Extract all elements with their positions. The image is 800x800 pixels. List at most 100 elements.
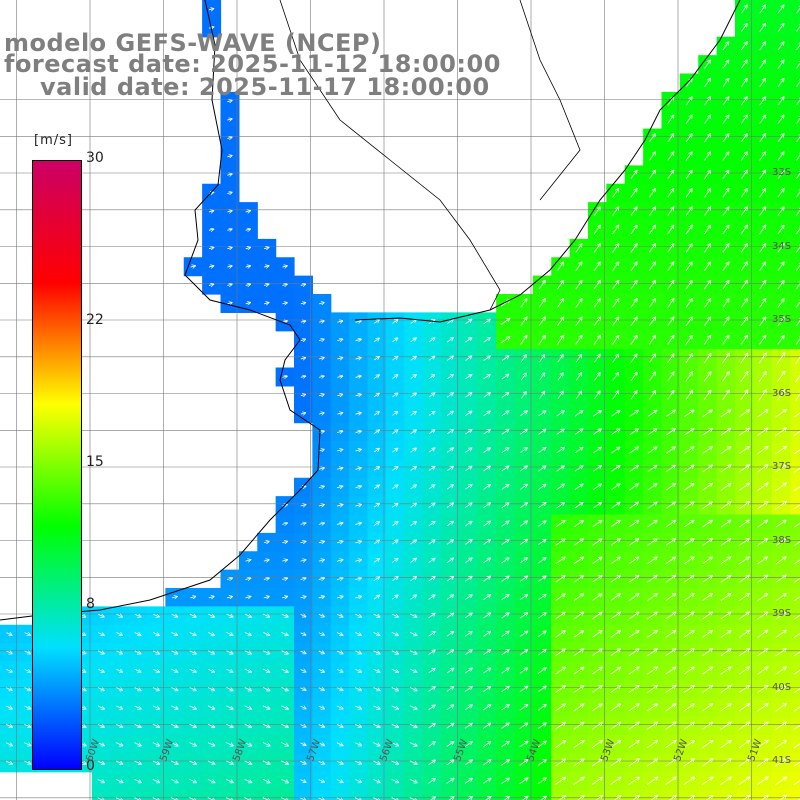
wind-arrow — [300, 523, 306, 524]
wind-speed-cell — [753, 771, 773, 791]
wind-arrow — [355, 339, 362, 341]
wind-arrow — [318, 303, 324, 304]
wind-speed-cell — [735, 147, 754, 166]
wind-speed-cell — [679, 698, 699, 718]
wind-arrow — [667, 152, 674, 161]
wind-speed-cell — [441, 477, 460, 497]
wind-arrow — [704, 262, 710, 271]
wind-speed-cell — [459, 551, 479, 571]
wind-speed-cell — [679, 441, 699, 460]
wind-arrow — [777, 60, 784, 69]
wind-arrow — [796, 152, 800, 161]
wind-speed-cell — [735, 661, 754, 681]
wind-arrow — [722, 170, 729, 179]
wind-speed-cell — [661, 128, 681, 148]
wind-speed-cell — [441, 496, 460, 516]
wind-speed-cell — [661, 147, 681, 166]
wind-arrow — [373, 338, 379, 343]
wind-arrow — [795, 262, 800, 271]
wind-arrow — [227, 266, 232, 267]
wind-speed-cell — [624, 165, 644, 185]
wind-arrow — [245, 247, 251, 248]
wind-arrow — [738, 428, 749, 436]
wind-arrow — [428, 540, 435, 545]
wind-arrow — [722, 207, 729, 216]
wind-speed-cell — [459, 588, 479, 607]
wind-speed-cell — [588, 294, 607, 313]
wind-arrow — [722, 152, 729, 161]
wind-speed-cell — [496, 588, 516, 607]
wind-arrow — [465, 503, 472, 508]
wind-arrow — [116, 633, 122, 636]
wind-arrow — [704, 299, 710, 308]
wind-arrow — [630, 354, 637, 363]
wind-arrow — [775, 520, 786, 528]
wind-arrow — [355, 431, 362, 433]
wind-speed-cell — [441, 367, 460, 387]
wind-speed-cell — [496, 643, 516, 663]
wind-speed-cell — [569, 441, 589, 460]
wind-speed-cell — [551, 459, 571, 479]
wind-speed-cell — [661, 110, 681, 130]
wind-speed-cell — [771, 477, 791, 497]
wind-arrow — [501, 429, 509, 435]
wind-speed-cell — [771, 643, 791, 663]
wind-arrow — [738, 502, 749, 510]
wind-speed-cell — [698, 349, 718, 369]
wind-arrow — [190, 596, 195, 597]
wind-arrow — [227, 192, 232, 193]
wind-speed-cell — [716, 275, 736, 295]
wind-speed-cell — [606, 385, 626, 405]
wind-speed-cell — [569, 477, 589, 497]
wind-arrow — [720, 520, 731, 528]
wind-arrow — [593, 244, 600, 253]
wind-arrow — [574, 521, 583, 528]
wind-speed-cell — [367, 404, 387, 424]
wind-arrow — [446, 319, 453, 324]
wind-speed-cell — [385, 477, 405, 497]
wind-speed-cell — [643, 312, 663, 332]
wind-speed-cell — [790, 312, 800, 332]
wind-arrow — [593, 225, 600, 235]
wind-arrow — [629, 447, 639, 454]
wind-arrow — [557, 280, 563, 290]
wind-speed-cell — [716, 330, 736, 350]
wind-arrow — [722, 134, 729, 143]
wind-arrow — [759, 317, 765, 327]
wind-arrow — [649, 152, 655, 161]
wind-arrow — [336, 578, 343, 580]
wind-arrow — [777, 152, 784, 161]
wind-arrow — [464, 595, 472, 600]
wind-speed-cell — [679, 238, 699, 258]
wind-arrow — [777, 299, 784, 308]
wind-speed-cell — [606, 606, 626, 626]
wind-speed-cell — [716, 532, 736, 552]
wind-arrow — [702, 594, 713, 601]
wind-arrow — [300, 505, 306, 506]
wind-speed-cell — [606, 238, 626, 258]
wind-speed-cell — [753, 349, 773, 369]
wind-arrow — [355, 413, 362, 415]
wind-speed-cell — [367, 349, 387, 369]
wind-speed-cell — [735, 330, 754, 350]
wind-speed-cell — [661, 91, 681, 111]
wind-arrow — [483, 374, 491, 380]
wind-arrow — [208, 266, 214, 267]
wind-speed-cell — [496, 422, 516, 442]
wind-speed-cell — [679, 459, 699, 479]
wind-arrow — [647, 410, 657, 417]
wind-speed-cell — [551, 477, 571, 497]
wind-speed-cell — [588, 679, 607, 699]
wind-arrow — [538, 521, 546, 527]
wind-arrow — [703, 372, 711, 382]
wind-speed-cell — [643, 716, 663, 736]
wind-arrow — [647, 594, 658, 601]
wind-arrow — [592, 502, 601, 509]
wind-arrow — [648, 262, 655, 271]
wind-arrow — [208, 614, 214, 617]
wind-arrow — [796, 79, 800, 88]
wind-speed-cell — [459, 790, 479, 800]
wind-speed-cell — [422, 643, 442, 663]
wind-arrow — [738, 410, 749, 418]
wind-arrow — [501, 411, 509, 417]
